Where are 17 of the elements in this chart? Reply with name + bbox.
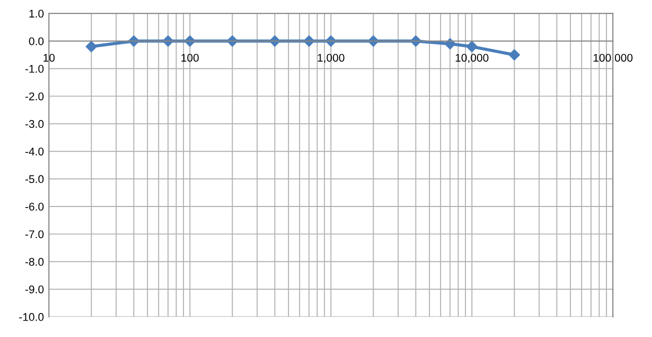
x-tick-label: 100	[181, 54, 199, 62]
x-tick-label: 10,000	[456, 54, 488, 64]
y-tick-label: -2.0	[25, 92, 44, 100]
y-tick-label: 1.0	[29, 10, 44, 18]
x-tick-label: 10	[44, 54, 55, 62]
y-tick-label: 0.0	[29, 37, 44, 46]
y-tick-label: -5.0	[25, 175, 44, 184]
y-tick-label: -3.0	[25, 120, 44, 128]
y-tick-label: -10.0	[19, 313, 44, 321]
x-tick-label: 100,000	[594, 54, 633, 64]
y-tick-label: -1.0	[25, 64, 44, 73]
x-tick-label: 1,000	[318, 54, 344, 64]
y-tick-label: -6.0	[25, 202, 44, 211]
y-tick-label: -8.0	[25, 258, 44, 266]
y-tick-label: -7.0	[25, 230, 44, 238]
y-tick-label: -9.0	[25, 285, 44, 294]
y-tick-label: -4.0	[25, 148, 44, 156]
